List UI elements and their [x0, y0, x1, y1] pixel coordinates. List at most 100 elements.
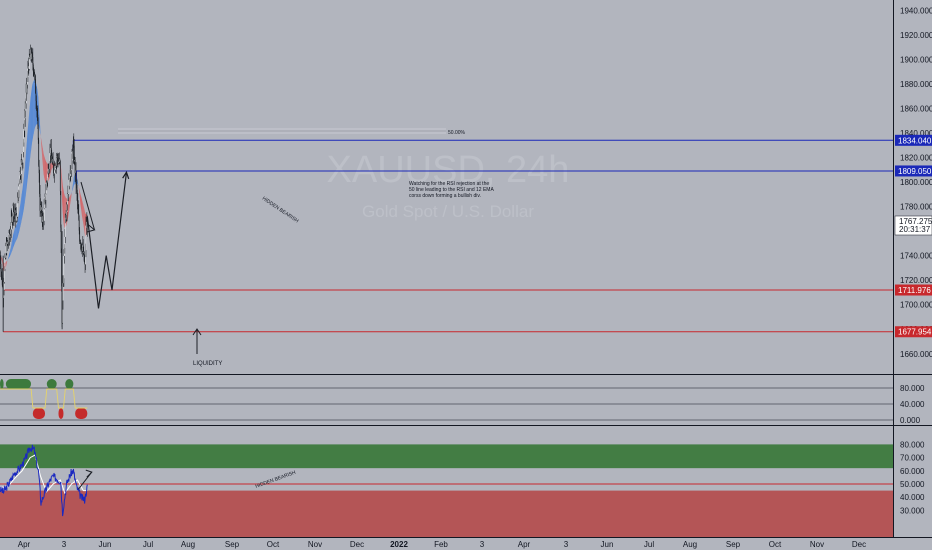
hidden-bearish-rsi-label[interactable]: HIDDEN BEARISH [255, 470, 297, 490]
time-tick-label: Apr [18, 540, 31, 549]
ribbon-segment [22, 181, 24, 214]
candle-body [42, 216, 44, 220]
candle-body [78, 213, 80, 220]
ribbon-segment [33, 80, 34, 136]
note-line-3[interactable]: corss down forming a bullish div. [409, 193, 481, 199]
ema-ribbon [0, 79, 88, 272]
candle-body [40, 205, 42, 210]
candle-body [41, 207, 42, 210]
price-tick-label: 1700.000 [900, 301, 932, 310]
ribbon-segment [72, 187, 73, 192]
note-line-1[interactable]: Watching for the RSI rejection at the [409, 181, 489, 187]
liquidity-label[interactable]: LIQUIDITY [193, 361, 222, 367]
ribbon-segment [78, 184, 79, 188]
time-axis[interactable]: Apr 3 Jun Jul Aug Sep Oct Nov Dec 2022 Feb 3 Apr 3 Jun… [18, 540, 866, 549]
price-tags[interactable]: 1834.040 1809.050 1711.976 1677.954 1767.275… [894, 134, 932, 338]
ribbon-segment [39, 117, 41, 133]
candle-body [31, 53, 33, 60]
ribbon-segment [26, 145, 27, 193]
candle-body [73, 145, 75, 162]
candle-body [38, 139, 40, 166]
candle-body [69, 170, 71, 187]
ribbon-segment [83, 206, 85, 230]
ribbon-segment [80, 194, 81, 209]
osc-bull-block [0, 379, 4, 389]
rsi-tick-label: 30.000 [900, 506, 925, 515]
candle-body [52, 159, 54, 161]
candle-body [19, 171, 21, 176]
rsi-line [0, 444, 88, 517]
candle-body [37, 125, 39, 140]
candles[interactable] [0, 44, 88, 332]
candle-body [1, 274, 3, 286]
candle-body [81, 244, 82, 249]
candle-body [38, 165, 40, 174]
time-tick-label: 3 [564, 540, 569, 549]
ribbon-segment [71, 190, 72, 195]
osc-line [0, 388, 88, 409]
price-axis[interactable]: 1940.000 1920.000 1900.000 1880.000 1860.000… [900, 6, 932, 515]
time-tick-label: Aug [181, 540, 195, 549]
candle-body [11, 216, 13, 218]
candle-body [67, 193, 69, 201]
ribbon-segment [63, 186, 64, 223]
candle-body [9, 234, 11, 238]
projection-path[interactable] [80, 170, 130, 309]
candle-body [23, 128, 25, 143]
oscillator-pane[interactable] [0, 379, 893, 421]
candle-body [73, 142, 75, 146]
price-tick-label: 1780.000 [900, 203, 932, 212]
candle-body [20, 174, 22, 176]
candle-body [25, 103, 27, 111]
time-tick-label: Oct [267, 540, 280, 549]
price-tag-box [895, 165, 932, 177]
candle-body [68, 192, 69, 194]
watermark-name: Gold Spot / U.S. Dollar [362, 202, 534, 221]
price-tick-label: 1720.000 [900, 276, 932, 285]
liquidity-arrow[interactable] [192, 328, 202, 354]
rsi-tick-label: 60.000 [900, 467, 925, 476]
horizontal-levels[interactable] [3, 139, 893, 333]
hidden-bearish-price-label[interactable]: HIDDEN BEARISH [261, 196, 300, 225]
candle-body [12, 216, 13, 222]
ribbon-segment [1, 257, 3, 263]
price-tick-label: 1800.000 [900, 178, 932, 187]
candle-body [81, 248, 83, 251]
candle-body [0, 271, 2, 273]
candle-body [12, 206, 14, 217]
candle-body [26, 84, 28, 85]
ribbon-segment [34, 79, 36, 129]
candle-body [9, 233, 10, 238]
candle-body [32, 57, 34, 65]
candle-body [61, 252, 63, 287]
fib-level [118, 128, 446, 134]
candle-body [9, 233, 11, 235]
candle-body [85, 225, 87, 251]
countdown-label: 20:31:37 [899, 225, 931, 234]
candle-body [71, 152, 73, 161]
rsi-pane[interactable] [0, 444, 893, 537]
ribbon-segment [16, 224, 17, 241]
note-line-2[interactable]: 50 line leading to the RSI and 12 EMA [409, 187, 494, 193]
ribbon-segment [25, 157, 26, 200]
ribbon-segment [10, 247, 11, 256]
ribbon-segment [31, 84, 33, 144]
time-tick-label: 2022 [390, 540, 408, 549]
candle-body [6, 241, 8, 244]
candle-body [66, 211, 67, 216]
candle-body [83, 251, 85, 261]
candle-body [34, 74, 36, 80]
time-tick-label: Nov [308, 540, 322, 549]
candle-body [48, 168, 50, 173]
time-tick-label: Jun [601, 540, 614, 549]
candle-body [17, 197, 19, 201]
candle-body [60, 191, 62, 228]
price-tag-box [895, 134, 932, 146]
candle-body [19, 171, 21, 181]
ribbon-segment [62, 178, 63, 211]
ribbon-segment [70, 194, 71, 204]
ribbon-segment [10, 244, 12, 255]
osc-tick-label: 80.000 [900, 384, 925, 393]
projection-line [86, 172, 128, 309]
